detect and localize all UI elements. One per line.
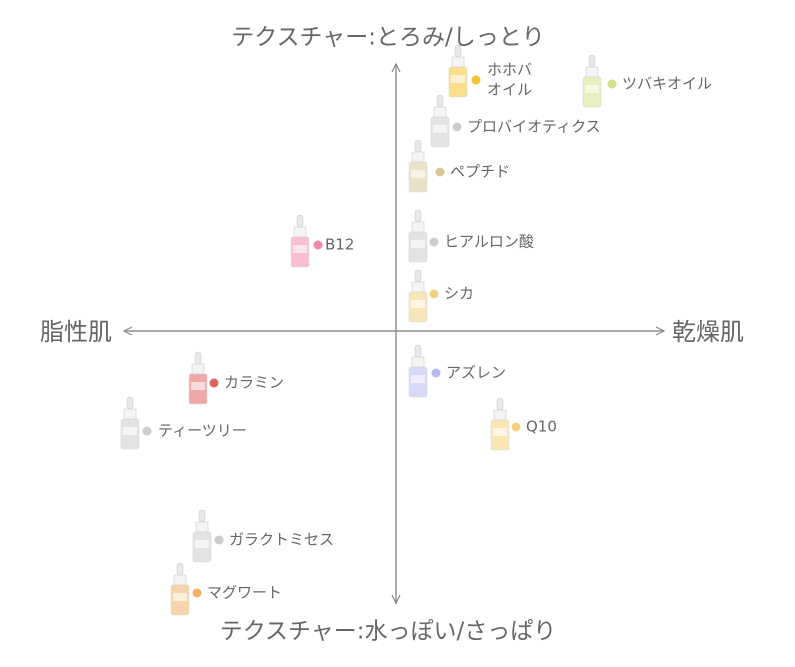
- product-label: マグワート: [207, 584, 282, 602]
- color-dot: [209, 378, 219, 388]
- dropper-bulb: [198, 509, 206, 523]
- product: マグワート: [170, 562, 282, 616]
- product-label: ペプチド: [450, 163, 510, 181]
- product: ヒアルロン酸: [408, 209, 534, 263]
- bottle-cap: [191, 363, 205, 375]
- bottle-cap: [493, 409, 507, 421]
- dropper-bulb: [414, 344, 422, 358]
- color-dot: [429, 289, 439, 299]
- product-label: ティーツリー: [158, 422, 247, 440]
- color-dot: [452, 122, 462, 132]
- bottle-cap: [173, 574, 187, 586]
- color-dot: [214, 535, 224, 545]
- dropper-bulb: [436, 94, 444, 108]
- bottle-cap: [411, 221, 425, 233]
- product-label: アズレン: [446, 364, 506, 382]
- bottle-label: [451, 75, 465, 83]
- color-dot: [192, 588, 202, 598]
- product: アズレン: [408, 344, 506, 398]
- product: ツバキオイル: [582, 54, 712, 108]
- product-label: プロバイオティクス: [467, 118, 601, 136]
- product-label: ホホバ: [487, 61, 532, 79]
- bottle-label: [411, 300, 425, 308]
- bottle-label: [123, 427, 137, 435]
- bottle-label: [411, 240, 425, 248]
- product-label: Q10: [526, 418, 557, 436]
- color-dot: [313, 240, 323, 250]
- product-label: ガラクトミセス: [229, 531, 334, 549]
- bottle-cap: [411, 281, 425, 293]
- bottle-label: [585, 85, 599, 93]
- product-label: シカ: [444, 285, 474, 303]
- color-dot: [607, 79, 617, 89]
- color-dot: [511, 422, 521, 432]
- top-axis-label: テクスチャー:とろみ/しっとり: [231, 25, 545, 51]
- color-dot: [471, 75, 481, 85]
- product: カラミン: [188, 351, 284, 405]
- dropper-bulb: [414, 269, 422, 283]
- product-label: ツバキオイル: [622, 75, 712, 93]
- bottle-label: [493, 428, 507, 436]
- bottle-cap: [411, 151, 425, 163]
- dropper-bulb: [296, 214, 304, 228]
- bottle-cap: [195, 521, 209, 533]
- product: ペプチド: [408, 139, 510, 193]
- bottle-label: [411, 375, 425, 383]
- bottle-label: [433, 125, 447, 133]
- dropper-bulb: [496, 397, 504, 411]
- product-label: カラミン: [224, 374, 284, 392]
- color-dot: [429, 237, 439, 247]
- product-label: B12: [325, 236, 354, 254]
- product-label: ヒアルロン酸: [444, 233, 534, 251]
- color-dot: [435, 167, 445, 177]
- dropper-bulb: [414, 209, 422, 223]
- bottom-axis-label: テクスチャー:水っぽい/さっぱり: [220, 619, 557, 645]
- bottle-label: [293, 245, 307, 253]
- color-dot: [431, 368, 441, 378]
- dropper-bulb: [194, 351, 202, 365]
- bottle-cap: [433, 106, 447, 118]
- dropper-bulb: [176, 562, 184, 576]
- bottle-cap: [123, 408, 137, 420]
- bottle-cap: [451, 56, 465, 68]
- color-dot: [142, 426, 152, 436]
- bottle-label: [195, 540, 209, 548]
- bottle-cap: [293, 226, 307, 238]
- product: B12: [290, 214, 354, 268]
- right-axis-label: 乾燥肌: [672, 318, 744, 346]
- product-label: オイル: [487, 81, 532, 99]
- dropper-bulb: [414, 139, 422, 153]
- dropper-bulb: [126, 396, 134, 410]
- dropper-bulb: [588, 54, 596, 68]
- bottle-label: [173, 593, 187, 601]
- product: Q10: [490, 397, 557, 451]
- product: ティーツリー: [120, 396, 247, 450]
- left-axis-label: 脂性肌: [40, 318, 112, 346]
- bottle-label: [191, 382, 205, 390]
- product: プロバイオティクス: [430, 94, 601, 148]
- dropper-bulb: [454, 44, 462, 58]
- bottle-label: [411, 170, 425, 178]
- product: ガラクトミセス: [192, 509, 334, 563]
- bottle-cap: [585, 66, 599, 78]
- bottle-cap: [411, 356, 425, 368]
- product: シカ: [408, 269, 474, 323]
